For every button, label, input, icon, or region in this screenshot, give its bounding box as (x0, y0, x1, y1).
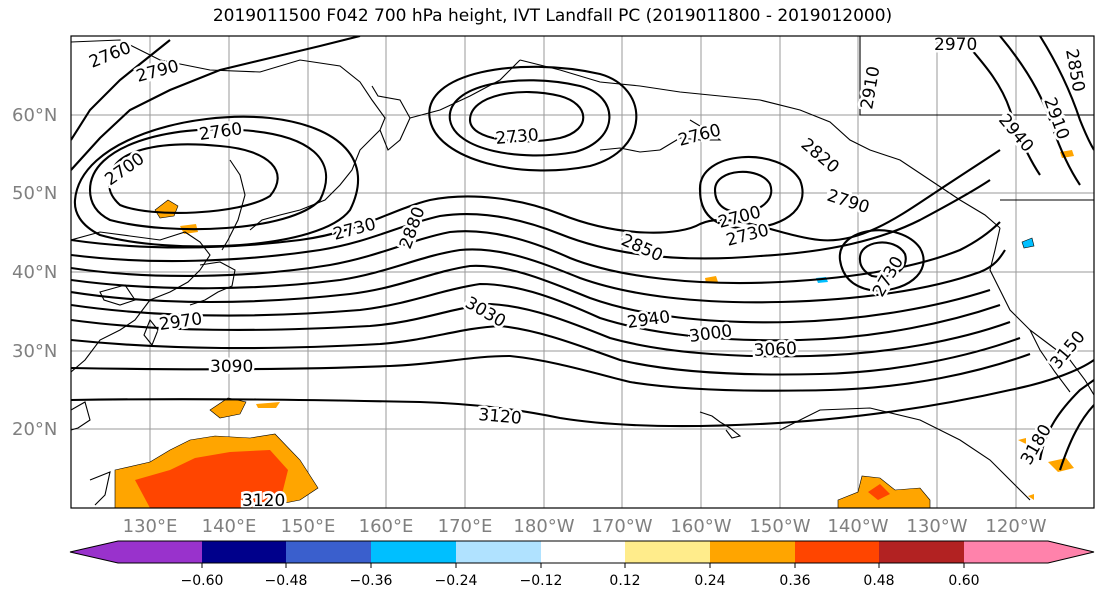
contour-label: 2970 (934, 35, 977, 55)
colorbar-tick-label: 0.60 (948, 573, 979, 589)
colorbar-segment (118, 541, 203, 563)
colorbar-segment (879, 541, 964, 563)
contour-label: 3060 (753, 339, 797, 361)
contour-label: 2730 (495, 125, 540, 149)
lon-label: 180°W (513, 516, 574, 537)
lat-label: 60°N (12, 105, 57, 126)
lon-label: 170°W (591, 516, 652, 537)
latitude-labels: 60°N 50°N 40°N 30°N 20°N (12, 105, 57, 440)
colorbar-tick-label: 0.12 (609, 573, 640, 589)
colorbar-tick-label: −0.48 (265, 573, 308, 589)
lon-label: 170°E (438, 516, 493, 537)
height-contours (71, 36, 1094, 471)
colorbar-segment (202, 541, 287, 563)
colorbar-tick-label: 0.48 (863, 573, 894, 589)
lon-label: 150°W (749, 516, 810, 537)
lon-label: 160°E (359, 516, 414, 537)
colorbar-segment (964, 541, 1048, 563)
colorbar-tick-label: −0.24 (435, 573, 478, 589)
contour-label: 3090 (210, 357, 253, 377)
colorbar-tick-label: 0.36 (779, 573, 810, 589)
lon-label: 130°E (123, 516, 178, 537)
colorbar-segment (371, 541, 456, 563)
lat-label: 50°N (12, 183, 57, 204)
contour-label: 3120 (242, 491, 285, 511)
lon-label: 120°W (985, 516, 1046, 537)
lon-label: 140°E (202, 516, 257, 537)
longitude-labels: 130°E 140°E 150°E 160°E 170°E 180°W 170°… (123, 516, 1047, 537)
map-frame (70, 35, 1095, 509)
colorbar-tick-label: 0.24 (694, 573, 725, 589)
lat-label: 30°N (12, 341, 57, 362)
lat-label: 40°N (12, 262, 57, 283)
colorbar-segment (286, 541, 371, 563)
colorbar-tick-label: −0.60 (181, 573, 224, 589)
lon-label: 160°W (670, 516, 731, 537)
colorbar-segment (795, 541, 880, 563)
colorbar-segment (710, 541, 795, 563)
colorbar-tick-label: −0.36 (350, 573, 393, 589)
colorbar-outline (69, 540, 1095, 564)
colorbar-segment (1048, 541, 1094, 563)
colorbar-segment (625, 541, 710, 563)
lat-label: 20°N (12, 419, 57, 440)
colorbar-segment (70, 541, 118, 563)
lon-label: 150°E (281, 516, 336, 537)
contour-label: 3120 (478, 405, 523, 429)
colorbar-segment (456, 541, 541, 563)
colorbar-tick-label: −0.12 (520, 573, 563, 589)
colorbar: −0.60 −0.48 −0.36 −0.24 −0.12 0.12 0.24 … (69, 540, 1095, 589)
map-title: 2019011500 F042 700 hPa height, IVT Land… (212, 6, 893, 26)
colorbar-segment (541, 541, 626, 563)
lon-label: 130°W (906, 516, 967, 537)
lon-label: 140°W (827, 516, 888, 537)
